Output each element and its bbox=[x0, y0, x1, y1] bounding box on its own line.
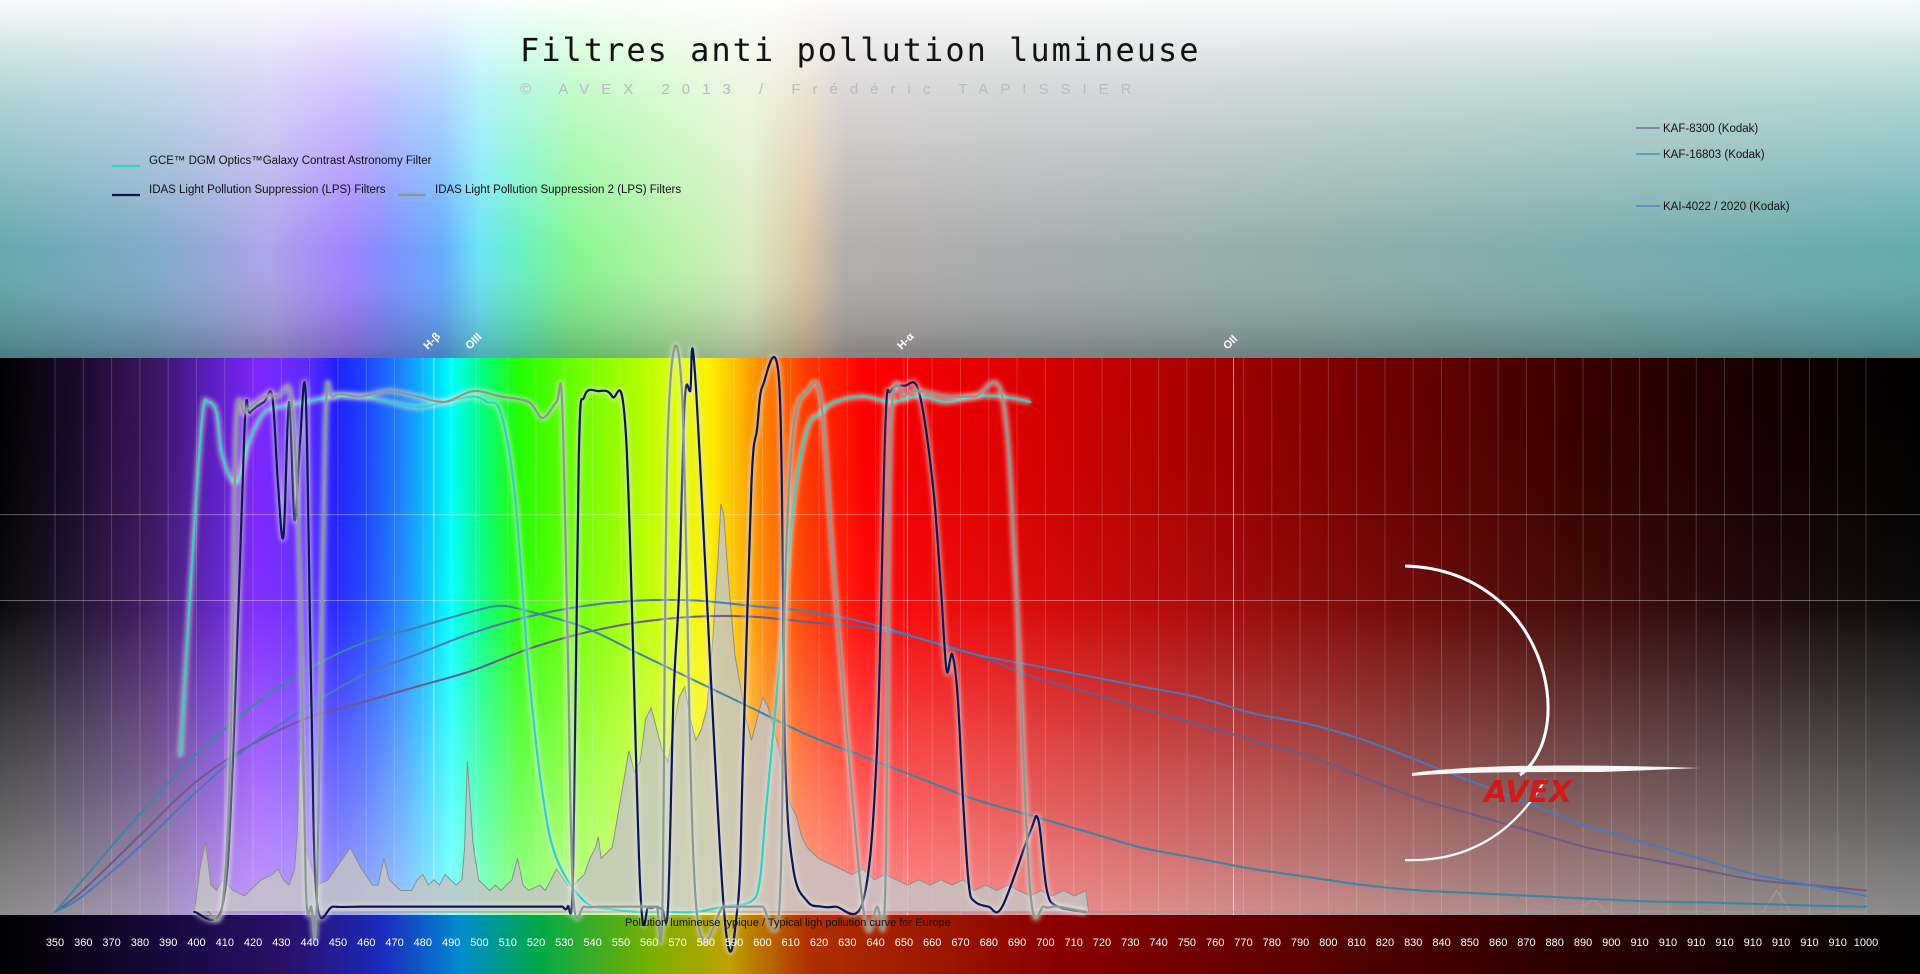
x-tick-label: 370 bbox=[102, 937, 120, 949]
logo-text: AVEX bbox=[1482, 775, 1574, 810]
x-tick-label: 480 bbox=[414, 937, 432, 949]
pollution-curve-label: Pollution lumineuse typique / Typical li… bbox=[625, 917, 951, 929]
x-tick-label: 430 bbox=[272, 937, 290, 949]
x-tick-label: 410 bbox=[216, 937, 234, 949]
x-tick-label: 420 bbox=[244, 937, 262, 949]
x-tick-label: 800 bbox=[1319, 937, 1337, 949]
x-tick-label: 520 bbox=[527, 937, 545, 949]
x-tick-label: 900 bbox=[1602, 937, 1620, 949]
legend-left: GCE™ DGM Optics™Galaxy Contrast Astronom… bbox=[112, 155, 681, 197]
header-fade bbox=[0, 0, 1920, 358]
x-tick-label: 350 bbox=[46, 937, 64, 949]
x-tick-label: 690 bbox=[1008, 937, 1026, 949]
x-tick-label: 710 bbox=[1065, 937, 1083, 949]
legend-label: KAI-4022 / 2020 (Kodak) bbox=[1663, 201, 1790, 213]
x-tick-label: 880 bbox=[1546, 937, 1564, 949]
x-tick-label: 760 bbox=[1206, 937, 1224, 949]
x-tick-label: 560 bbox=[640, 937, 658, 949]
x-tick-label: 910 bbox=[1630, 937, 1648, 949]
x-tick-label: 610 bbox=[782, 937, 800, 949]
chart-subtitle: © AVEX 2013 / Frédéric TAPISSIER bbox=[520, 81, 1144, 98]
x-tick-label: 540 bbox=[583, 937, 601, 949]
x-tick-label: 500 bbox=[470, 937, 488, 949]
x-tick-label: 730 bbox=[1121, 937, 1139, 949]
x-tick-label: 910 bbox=[1744, 937, 1762, 949]
x-tick-label: 490 bbox=[442, 937, 460, 949]
x-tick-label: 440 bbox=[300, 937, 318, 949]
x-tick-label: 590 bbox=[725, 937, 743, 949]
x-tick-label: 850 bbox=[1461, 937, 1479, 949]
x-tick-label: 840 bbox=[1432, 937, 1450, 949]
legend-label: GCE™ DGM Optics™Galaxy Contrast Astronom… bbox=[149, 155, 432, 167]
legend-right: KAF-8300 (Kodak) KAF-16803 (Kodak) KAI-402… bbox=[1636, 123, 1790, 213]
logo-arc-bottom bbox=[1404, 779, 1546, 862]
chart-title: Filtres anti pollution lumineuse bbox=[520, 31, 1201, 69]
x-tick-label: 620 bbox=[810, 937, 828, 949]
logo-arc-top bbox=[1404, 564, 1550, 777]
filter-curves-layer bbox=[177, 342, 1087, 955]
legend-label: IDAS Light Pollution Suppression (LPS) F… bbox=[149, 184, 386, 196]
x-tick-label: 870 bbox=[1517, 937, 1535, 949]
x-tick-label: 740 bbox=[1149, 937, 1167, 949]
pollution-curve-area bbox=[193, 503, 1090, 913]
x-tick-label: 790 bbox=[1291, 937, 1309, 949]
x-tick-label: 860 bbox=[1489, 937, 1507, 949]
x-tick-label: 910 bbox=[1715, 937, 1733, 949]
filter-curve bbox=[193, 347, 1087, 953]
x-tick-label: 660 bbox=[923, 937, 941, 949]
x-tick-label: 650 bbox=[895, 937, 913, 949]
x-tick-label: 630 bbox=[838, 937, 856, 949]
x-tick-label: 890 bbox=[1574, 937, 1592, 949]
filter-curve bbox=[207, 344, 1087, 943]
x-tick-label: 390 bbox=[159, 937, 177, 949]
x-axis-ticks: 350 360 370 380 390 400 410 420 430 440 450 460 470 4… bbox=[46, 937, 1878, 949]
x-tick-label: 400 bbox=[187, 937, 205, 949]
x-tick-label: 910 bbox=[1772, 937, 1790, 949]
legend-label: KAF-8300 (Kodak) bbox=[1663, 123, 1758, 135]
legend-label: IDAS Light Pollution Suppression 2 (LPS)… bbox=[435, 184, 681, 196]
x-tick-label: 700 bbox=[1036, 937, 1054, 949]
x-tick-label: 780 bbox=[1263, 937, 1281, 949]
x-tick-label: 820 bbox=[1376, 937, 1394, 949]
x-tick-label: 550 bbox=[612, 937, 630, 949]
x-tick-label: 910 bbox=[1800, 937, 1818, 949]
x-tick-label: 1000 bbox=[1854, 937, 1878, 949]
logo-brush-stroke bbox=[1412, 765, 1700, 776]
axis-band bbox=[0, 915, 1920, 974]
x-tick-label: 530 bbox=[555, 937, 573, 949]
legend-label: KAF-16803 (Kodak) bbox=[1663, 149, 1765, 161]
x-tick-label: 720 bbox=[1093, 937, 1111, 949]
x-tick-label: 910 bbox=[1687, 937, 1705, 949]
x-tick-label: 450 bbox=[329, 937, 347, 949]
x-tick-label: 640 bbox=[866, 937, 884, 949]
x-tick-label: 580 bbox=[697, 937, 715, 949]
x-tick-label: 830 bbox=[1404, 937, 1422, 949]
x-tick-label: 460 bbox=[357, 937, 375, 949]
x-tick-label: 470 bbox=[385, 937, 403, 949]
x-tick-label: 910 bbox=[1659, 937, 1677, 949]
x-tick-label: 380 bbox=[131, 937, 149, 949]
x-tick-label: 910 bbox=[1829, 937, 1847, 949]
x-tick-label: 600 bbox=[753, 937, 771, 949]
x-tick-label: 360 bbox=[74, 937, 92, 949]
x-tick-label: 750 bbox=[1178, 937, 1196, 949]
x-tick-label: 810 bbox=[1347, 937, 1365, 949]
avex-logo: AVEX bbox=[1404, 564, 1700, 862]
x-tick-label: 570 bbox=[668, 937, 686, 949]
x-tick-label: 680 bbox=[980, 937, 998, 949]
x-tick-label: 510 bbox=[499, 937, 517, 949]
x-tick-label: 670 bbox=[951, 937, 969, 949]
x-tick-label: 770 bbox=[1234, 937, 1252, 949]
